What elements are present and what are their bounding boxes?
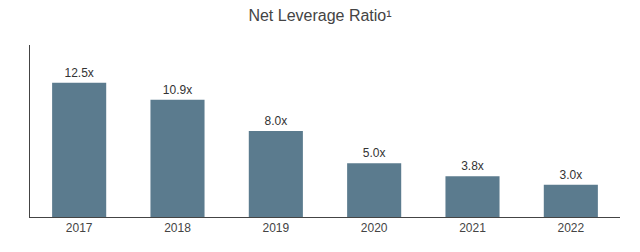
- svg-text:10.9x: 10.9x: [163, 83, 192, 97]
- svg-text:2019: 2019: [262, 221, 289, 235]
- svg-text:8.0x: 8.0x: [264, 114, 287, 128]
- svg-text:5.0x: 5.0x: [363, 146, 386, 160]
- svg-text:3.0x: 3.0x: [559, 168, 582, 182]
- svg-text:2017: 2017: [66, 221, 93, 235]
- svg-text:Net Leverage Ratio¹: Net Leverage Ratio¹: [248, 7, 391, 24]
- svg-text:2020: 2020: [361, 221, 388, 235]
- svg-text:2022: 2022: [557, 221, 584, 235]
- svg-text:12.5x: 12.5x: [64, 66, 93, 80]
- svg-text:2021: 2021: [459, 221, 486, 235]
- svg-text:2018: 2018: [164, 221, 191, 235]
- svg-text:3.8x: 3.8x: [461, 159, 484, 173]
